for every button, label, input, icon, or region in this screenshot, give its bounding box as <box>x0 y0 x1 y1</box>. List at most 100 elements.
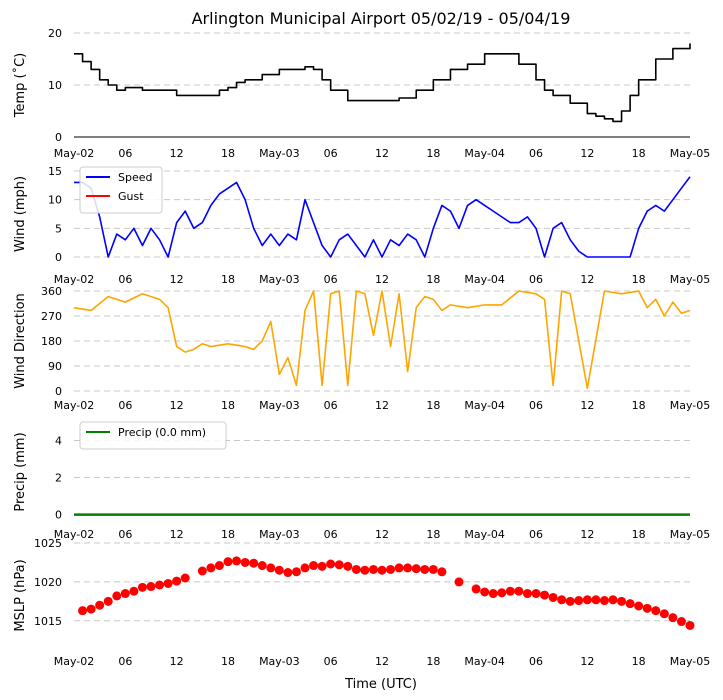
x-tick-label: 12 <box>580 273 594 286</box>
x-tick-label: May-03 <box>259 655 300 668</box>
x-tick-label: 12 <box>580 655 594 668</box>
data-point <box>146 582 156 592</box>
data-point <box>291 567 301 577</box>
data-point <box>223 557 233 567</box>
data-point <box>197 566 207 576</box>
x-tick-label: 18 <box>221 528 235 541</box>
x-tick-label: 12 <box>375 147 389 160</box>
x-tick-label: 06 <box>118 655 132 668</box>
x-tick-label: 18 <box>221 273 235 286</box>
x-tick-label: May-05 <box>670 399 711 412</box>
panel-direction: 0 90 180 270 360 May-02 06 12 18 May-03 06 12 18 May-… <box>13 285 710 412</box>
data-point <box>343 561 353 571</box>
data-point <box>497 588 507 598</box>
data-point <box>685 620 695 630</box>
data-point <box>668 613 678 623</box>
x-tick-label: 12 <box>580 399 594 412</box>
x-tick-label: May-05 <box>670 655 711 668</box>
y-tick-label: 0 <box>55 509 62 522</box>
x-tick-label: May-03 <box>259 147 300 160</box>
data-point <box>103 596 113 606</box>
x-tick-label: 12 <box>375 528 389 541</box>
x-tick-label: 06 <box>324 528 338 541</box>
legend-label: Gust <box>118 190 144 203</box>
data-point <box>582 595 592 605</box>
x-tick-label: 06 <box>118 528 132 541</box>
y-axis-label: Wind Direction <box>13 293 28 389</box>
data-point <box>514 586 524 596</box>
data-point <box>274 565 284 575</box>
x-tick-label: 12 <box>170 655 184 668</box>
y-tick-label: 1015 <box>34 615 62 628</box>
x-tick-label: 12 <box>170 528 184 541</box>
legend-label: Speed <box>118 171 152 184</box>
data-point <box>206 563 216 573</box>
y-axis-label: Wind (mph) <box>13 176 28 252</box>
x-tick-label: May-03 <box>259 528 300 541</box>
data-point <box>266 563 276 573</box>
data-point <box>257 561 267 571</box>
data-point <box>428 564 438 574</box>
y-tick-label: 360 <box>41 285 62 298</box>
x-tick-label: 18 <box>426 273 440 286</box>
data-point <box>155 580 165 590</box>
data-point <box>86 604 96 614</box>
data-point <box>317 561 327 571</box>
data-point <box>394 563 404 573</box>
panel-temp: 0 10 20 May-02 06 12 18 May-03 06 12 18 May-04 06 12 1… <box>12 27 710 160</box>
data-point <box>360 565 370 575</box>
data-point <box>540 590 550 600</box>
x-tick-label: 12 <box>170 147 184 160</box>
data-point <box>214 561 224 571</box>
x-tick-label: May-03 <box>259 399 300 412</box>
x-tick-label: 06 <box>324 273 338 286</box>
x-tick-label: 12 <box>170 273 184 286</box>
data-point <box>642 603 652 613</box>
data-point <box>163 578 173 588</box>
data-point <box>240 557 250 567</box>
series-line-temp <box>74 43 691 123</box>
y-tick-label: 2 <box>55 472 62 485</box>
y-tick-label: 10 <box>48 79 62 92</box>
x-axis-label: Time (UTC) <box>344 677 417 692</box>
x-tick-label: May-04 <box>464 273 505 286</box>
data-point <box>137 582 147 592</box>
data-point <box>232 556 242 566</box>
y-tick-label: 15 <box>48 165 62 178</box>
chart-panels: 0 10 20 May-02 06 12 18 May-03 06 12 18 May-04 06 12 1… <box>12 27 710 668</box>
data-point <box>112 591 122 601</box>
data-point <box>471 584 481 594</box>
data-point <box>557 595 567 605</box>
data-point <box>351 564 361 574</box>
data-point <box>368 564 378 574</box>
x-tick-label: 18 <box>632 399 646 412</box>
x-tick-label: 06 <box>529 273 543 286</box>
x-tick-label: 06 <box>324 655 338 668</box>
data-point <box>172 576 182 586</box>
data-point <box>78 606 88 616</box>
data-point <box>334 560 344 570</box>
data-point <box>309 561 319 571</box>
x-tick-label: 06 <box>529 528 543 541</box>
data-point <box>617 596 627 606</box>
x-tick-label: May-04 <box>464 147 505 160</box>
x-tick-label: May-04 <box>464 655 505 668</box>
y-tick-label: 4 <box>55 435 62 448</box>
data-point <box>300 563 310 573</box>
y-tick-label: 5 <box>55 222 62 235</box>
data-point <box>574 596 584 606</box>
x-tick-label: 18 <box>632 273 646 286</box>
y-tick-label: 20 <box>48 27 62 40</box>
data-point <box>180 573 190 583</box>
x-tick-label: 12 <box>580 147 594 160</box>
data-point <box>411 564 421 574</box>
x-tick-label: 06 <box>324 399 338 412</box>
data-point <box>548 592 558 602</box>
data-point <box>676 617 686 627</box>
data-point <box>420 564 430 574</box>
legend-box <box>79 421 227 450</box>
panel-wind: 0 5 10 15 May-02 06 12 18 May-03 06 12 18 May-04 06 12… <box>13 165 710 286</box>
x-tick-label: 12 <box>375 399 389 412</box>
x-tick-label: May-02 <box>54 655 95 668</box>
